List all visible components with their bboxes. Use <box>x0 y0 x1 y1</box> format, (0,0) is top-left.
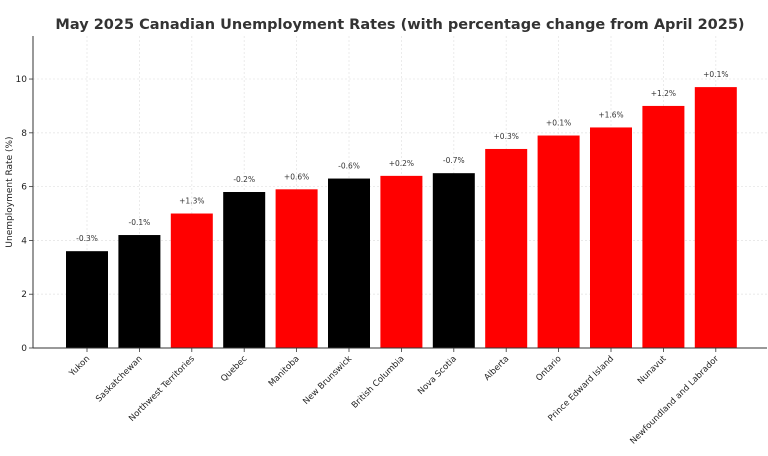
y-tick-label: 0 <box>21 344 27 354</box>
bar <box>66 251 108 348</box>
bar <box>642 105 685 349</box>
data-label: +0.6% <box>284 172 309 181</box>
x-tick-label: Yukon <box>67 354 92 379</box>
x-tick-label: British Columbia <box>350 354 407 411</box>
x-tick-label: Newfoundland and Labrador <box>628 354 721 447</box>
data-label: -0.2% <box>233 175 255 184</box>
data-label: -0.1% <box>129 218 151 227</box>
bar <box>328 178 370 348</box>
y-tick-label: 10 <box>16 75 28 85</box>
bar <box>380 175 423 348</box>
data-label: +1.3% <box>179 197 204 206</box>
x-tick-label: New Brunswick <box>301 354 354 407</box>
y-tick-label: 2 <box>21 290 27 300</box>
y-ticks-group: 0 2 4 6 8 10 <box>16 75 33 354</box>
y-tick-label: 8 <box>21 129 27 139</box>
bar <box>275 189 318 348</box>
data-label: -0.6% <box>338 162 360 171</box>
data-labels-group: -0.3% -0.1% +1.3% -0.2% +0.6% -0.6% +0.2% -0.7%… <box>76 70 728 243</box>
bar <box>590 127 632 348</box>
x-tick-label: Nunavut <box>636 354 669 387</box>
x-tick-label: Saskatchewan <box>94 354 144 404</box>
bar <box>223 192 266 348</box>
bar <box>118 235 161 348</box>
bar <box>432 173 475 348</box>
bar <box>485 148 528 348</box>
data-label: -0.7% <box>443 156 465 165</box>
x-tick-label: Manitoba <box>267 354 302 389</box>
x-tick-label: Alberta <box>482 354 511 383</box>
data-label: -0.3% <box>76 234 98 243</box>
data-label: +1.2% <box>651 89 676 98</box>
chart-title: May 2025 Canadian Unemployment Rates (wi… <box>55 17 744 33</box>
y-axis-label: Unemployment Rate (%) <box>5 136 15 247</box>
y-tick-label: 6 <box>21 183 27 193</box>
data-label: +0.1% <box>546 119 571 128</box>
x-tick-label: Ontario <box>534 354 563 383</box>
x-tick-label: Nova Scotia <box>416 354 459 397</box>
data-label: +0.1% <box>703 70 728 79</box>
x-tick-label: Quebec <box>219 354 249 384</box>
bar <box>694 87 737 348</box>
axes <box>32 36 767 349</box>
data-label: +1.6% <box>598 110 623 119</box>
data-label: +0.3% <box>494 132 519 141</box>
bar <box>170 213 213 348</box>
y-tick-label: 4 <box>21 236 27 246</box>
data-label: +0.2% <box>389 159 414 168</box>
bars-group <box>66 87 737 349</box>
bar <box>537 135 580 348</box>
